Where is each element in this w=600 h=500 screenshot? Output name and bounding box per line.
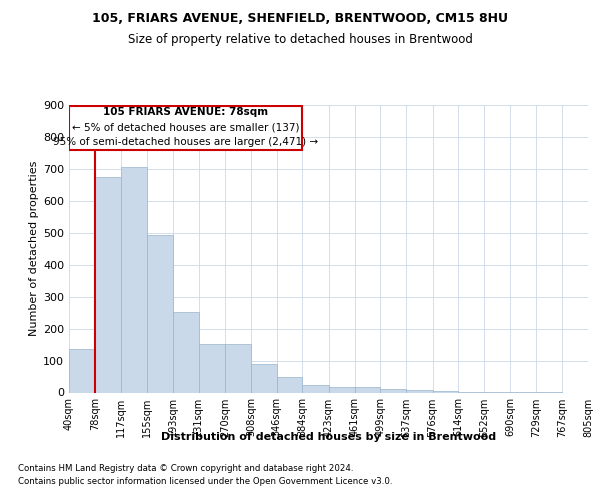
Y-axis label: Number of detached properties: Number of detached properties bbox=[29, 161, 39, 336]
Bar bbox=[95, 177, 121, 392]
Text: Distribution of detached houses by size in Brentwood: Distribution of detached houses by size … bbox=[161, 432, 496, 442]
Bar bbox=[121, 167, 147, 392]
Bar bbox=[433, 390, 458, 392]
Text: 105 FRIARS AVENUE: 78sqm: 105 FRIARS AVENUE: 78sqm bbox=[103, 108, 268, 118]
Bar bbox=[147, 235, 173, 392]
Text: ← 5% of detached houses are smaller (137): ← 5% of detached houses are smaller (137… bbox=[72, 122, 299, 132]
Text: Contains HM Land Registry data © Crown copyright and database right 2024.: Contains HM Land Registry data © Crown c… bbox=[18, 464, 353, 473]
Bar bbox=[380, 390, 406, 392]
Text: Contains public sector information licensed under the Open Government Licence v3: Contains public sector information licen… bbox=[18, 478, 392, 486]
Bar bbox=[199, 344, 225, 393]
Bar bbox=[302, 384, 329, 392]
Bar bbox=[225, 344, 251, 392]
Bar bbox=[173, 312, 199, 392]
Bar bbox=[251, 364, 277, 392]
Bar bbox=[69, 106, 302, 150]
Text: 95% of semi-detached houses are larger (2,471) →: 95% of semi-detached houses are larger (… bbox=[53, 137, 318, 147]
Bar bbox=[69, 348, 95, 393]
Bar bbox=[277, 376, 302, 392]
Bar bbox=[329, 387, 355, 392]
Bar bbox=[355, 387, 380, 392]
Bar bbox=[406, 390, 433, 392]
Text: Size of property relative to detached houses in Brentwood: Size of property relative to detached ho… bbox=[128, 32, 472, 46]
Bar bbox=[588, 390, 600, 392]
Text: 105, FRIARS AVENUE, SHENFIELD, BRENTWOOD, CM15 8HU: 105, FRIARS AVENUE, SHENFIELD, BRENTWOOD… bbox=[92, 12, 508, 26]
